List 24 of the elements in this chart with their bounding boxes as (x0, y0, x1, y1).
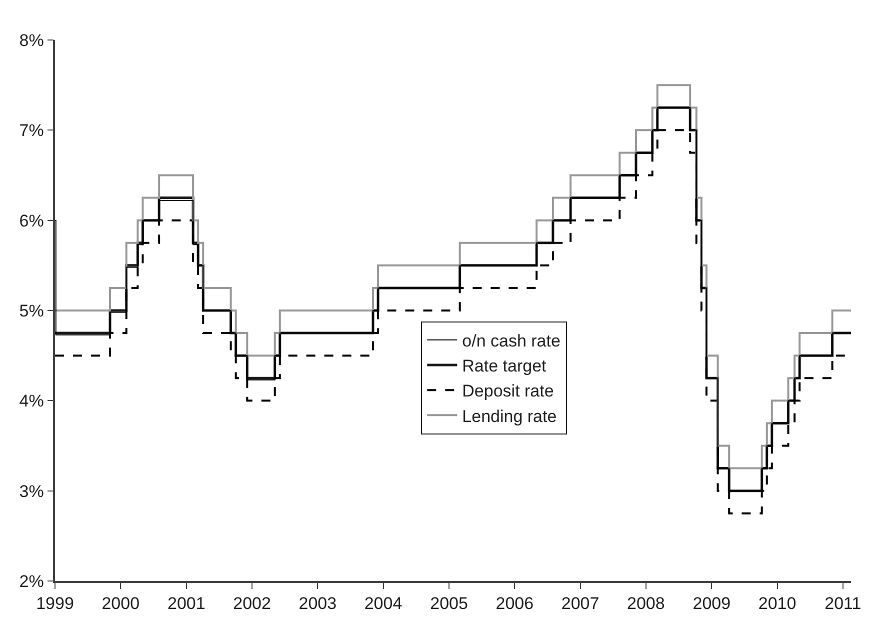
x-tick-label: 2000 (102, 594, 140, 614)
x-tick-label: 2004 (364, 594, 402, 614)
y-tick-label: 2% (19, 572, 44, 591)
legend-label: Deposit rate (462, 382, 554, 401)
y-tick-label: 4% (19, 392, 44, 411)
x-tick-label: 2011 (824, 594, 862, 614)
x-tick-label: 2008 (626, 594, 665, 614)
y-tick-label: 5% (19, 301, 44, 320)
x-tick-label: 2007 (561, 594, 600, 614)
x-tick-label: 2005 (430, 594, 468, 614)
y-tick-label: 7% (19, 121, 44, 140)
x-tick-label: 2002 (233, 594, 271, 614)
legend-label: Lending rate (462, 406, 557, 426)
legend-label: Rate target (462, 356, 547, 376)
x-tick-label: 2010 (758, 594, 796, 614)
y-tick-label: 6% (19, 211, 44, 230)
y-tick-label: 3% (19, 482, 44, 501)
x-tick-label: 2001 (167, 594, 206, 614)
x-tick-label: 2009 (692, 594, 731, 614)
x-tick-label: 1999 (36, 594, 74, 614)
x-tick-label: 2003 (298, 594, 337, 614)
x-tick-label: 2006 (496, 594, 534, 614)
legend-label: o/n cash rate (462, 332, 560, 350)
y-tick-label: 8% (19, 30, 44, 50)
